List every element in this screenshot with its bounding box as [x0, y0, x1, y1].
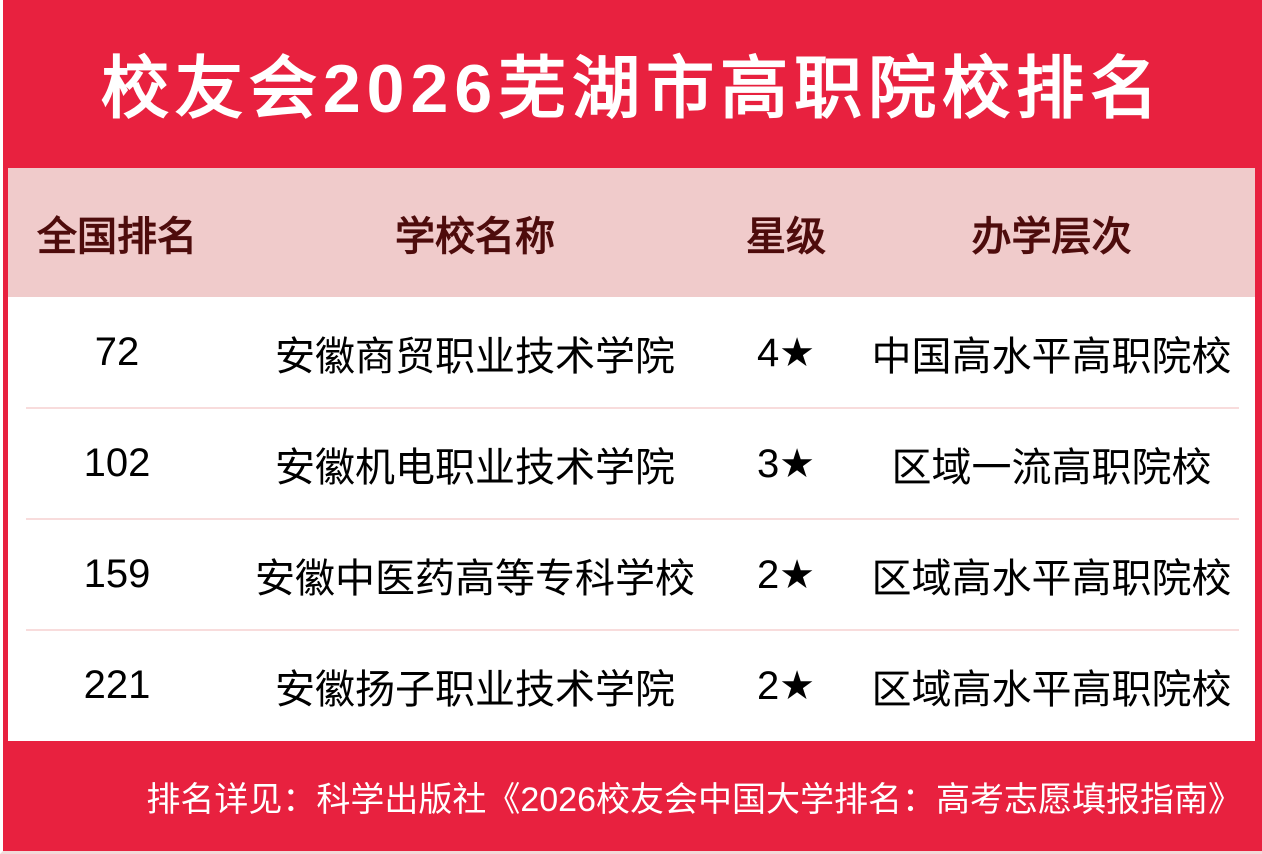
- table-row: 72 安徽商贸职业技术学院 4★ 中国高水平高职院校: [8, 297, 1255, 408]
- header-cell-name: 学校名称: [395, 214, 555, 259]
- cell-name: 安徽中医药高等专科学校: [255, 556, 695, 601]
- table-row: 102 安徽机电职业技术学院 3★ 区域一流高职院校: [8, 407, 1255, 519]
- header-cell-rank: 全国排名: [37, 214, 197, 259]
- cell-level: 中国高水平高职院校: [871, 334, 1232, 379]
- footer: 排名详见：科学出版社《2026校友会中国大学排名：高考志愿填报指南》: [3, 741, 1262, 851]
- title-banner: 校友会2026芜湖市高职院校排名: [3, 0, 1262, 165]
- cell-name: 安徽机电职业技术学院: [275, 445, 675, 490]
- table-header-row: 全国排名 学校名称 星级 办学层次: [8, 168, 1255, 297]
- cell-name: 安徽扬子职业技术学院: [275, 667, 675, 712]
- cell-stars: 3★: [756, 441, 816, 486]
- cell-rank: 72: [94, 330, 140, 374]
- header-cell-stars: 星级: [746, 214, 826, 259]
- cell-level: 区域一流高职院校: [891, 445, 1212, 490]
- cell-stars: 2★: [756, 663, 816, 708]
- cell-rank: 102: [83, 441, 151, 485]
- cell-name: 安徽商贸职业技术学院: [275, 334, 675, 379]
- cell-rank: 159: [83, 552, 151, 596]
- ranking-table: 全国排名 学校名称 星级 办学层次 72 安徽商贸职业技术学院 4★ 中国高水平…: [8, 168, 1255, 741]
- footer-note: 排名详见：科学出版社《2026校友会中国大学排名：高考志愿填报指南》: [146, 780, 1242, 819]
- table-row: 221 安徽扬子职业技术学院 2★ 区域高水平高职院校: [8, 629, 1255, 741]
- table-body: 72 安徽商贸职业技术学院 4★ 中国高水平高职院校 102 安徽机电职业技术学…: [8, 297, 1255, 741]
- header-cell-level: 办学层次: [971, 214, 1132, 259]
- cell-level: 区域高水平高职院校: [871, 556, 1232, 601]
- cell-rank: 221: [83, 663, 151, 707]
- cell-stars: 2★: [756, 552, 816, 597]
- cell-level: 区域高水平高职院校: [871, 667, 1232, 712]
- page-title: 校友会2026芜湖市高职院校排名: [100, 51, 1165, 127]
- cell-stars: 4★: [756, 330, 816, 375]
- table-row: 159 安徽中医药高等专科学校 2★ 区域高水平高职院校: [8, 518, 1255, 630]
